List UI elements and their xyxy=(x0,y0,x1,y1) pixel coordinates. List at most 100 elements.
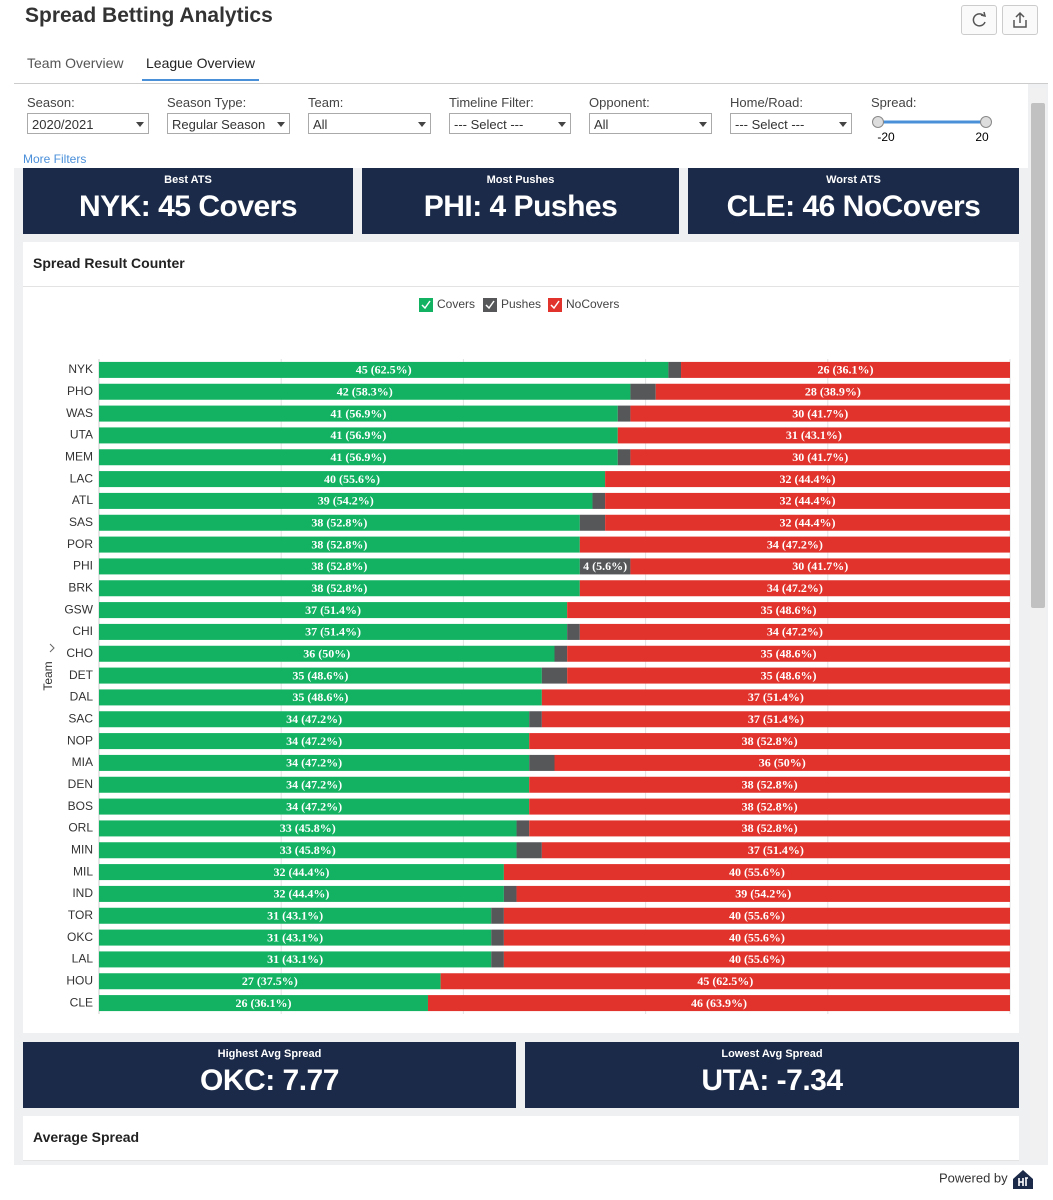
bar-segment xyxy=(99,842,517,859)
bar-segment xyxy=(99,951,492,968)
slider-max: 20 xyxy=(975,130,989,144)
bar-segment xyxy=(99,449,618,466)
bar-segment xyxy=(567,602,1010,619)
bar-segment xyxy=(579,536,1010,553)
bar-value-label: 37 (51.4%) xyxy=(748,843,804,857)
kpi-value: NYK: 45 Covers xyxy=(78,190,298,223)
bar-segment xyxy=(99,623,568,640)
icon-path xyxy=(980,11,987,18)
bar-value-label: 40 (55.6%) xyxy=(324,472,380,486)
bar-value-label: 32 (44.4%) xyxy=(780,472,836,486)
legend-swatch xyxy=(483,298,497,312)
bar-segment xyxy=(681,361,1010,378)
y-tick-label: PHI xyxy=(73,559,93,573)
bar-value-label: 26 (36.1%) xyxy=(818,363,874,377)
kpi-title: Lowest Avg Spread xyxy=(721,1048,823,1060)
refresh-button[interactable] xyxy=(961,5,997,35)
filter-select[interactable]: All xyxy=(308,113,431,134)
filter-select[interactable]: All xyxy=(589,113,712,134)
bar-value-label: 38 (52.8%) xyxy=(311,581,367,595)
bar-value-label: 38 (52.8%) xyxy=(311,537,367,551)
y-tick-label: SAS xyxy=(69,515,93,529)
filter-select[interactable]: --- Select --- xyxy=(449,113,571,134)
bar-value-label: 42 (58.3%) xyxy=(337,385,393,399)
chart-title: Spread Result Counter xyxy=(33,255,185,271)
bar-segment xyxy=(617,405,631,422)
bar-value-label: 41 (56.9%) xyxy=(330,428,386,442)
bar-segment xyxy=(630,405,1010,422)
bar-segment xyxy=(567,667,1010,684)
bar-segment xyxy=(491,951,504,968)
y-axis-title: Team xyxy=(41,661,55,690)
bar-segment xyxy=(503,929,1010,946)
y-tick-label: CLE xyxy=(70,995,93,1009)
bar-value-label: 38 (52.8%) xyxy=(311,559,367,573)
spread-slider[interactable]: -20 20 xyxy=(866,110,996,150)
bar-segment xyxy=(541,689,1010,706)
slider-handle[interactable] xyxy=(872,116,884,128)
more-filters-link[interactable]: More Filters xyxy=(23,152,87,166)
y-tick-label: DAL xyxy=(70,690,94,704)
bar-value-label: 26 (36.1%) xyxy=(235,996,291,1010)
bar-segment xyxy=(655,383,1010,400)
bar-value-label: 37 (51.4%) xyxy=(305,603,361,617)
bar-segment xyxy=(99,733,530,750)
share-icon xyxy=(1013,11,1027,28)
filter-label: Home/Road: xyxy=(730,95,803,110)
bar-segment xyxy=(99,711,530,728)
bar-value-label: 4 (5.6%) xyxy=(583,559,627,573)
tab[interactable]: Team Overview xyxy=(27,55,124,71)
bar-value-label: 39 (54.2%) xyxy=(318,494,374,508)
bar-segment xyxy=(99,973,441,990)
legend-swatch xyxy=(419,298,433,312)
bar-segment xyxy=(617,449,631,466)
y-tick-label: CHO xyxy=(66,646,93,660)
filter-select[interactable]: Regular Season xyxy=(167,113,290,134)
y-tick-label: DET xyxy=(69,668,94,682)
y-tick-label: IND xyxy=(72,886,93,900)
bar-value-label: 32 (44.4%) xyxy=(273,887,329,901)
bar-value-label: 31 (43.1%) xyxy=(267,909,323,923)
y-tick-label: ORL xyxy=(68,821,93,835)
scrollbar-thumb[interactable] xyxy=(1031,103,1045,608)
bar-segment xyxy=(605,471,1010,488)
icon-path xyxy=(972,13,986,27)
bar-value-label: 36 (50%) xyxy=(759,756,806,770)
refresh-icon xyxy=(972,11,987,27)
y-tick-label: LAC xyxy=(70,471,94,485)
filter-select[interactable]: 2020/2021 xyxy=(27,113,149,134)
bar-value-label: 41 (56.9%) xyxy=(330,450,386,464)
kpi-card: Highest Avg Spread OKC: 7.77 xyxy=(23,1042,516,1108)
logo-mark xyxy=(1018,1177,1029,1186)
bar-value-label: 35 (48.6%) xyxy=(292,668,348,682)
bar-segment xyxy=(99,820,517,837)
share-button[interactable] xyxy=(1002,5,1038,35)
bar-value-label: 34 (47.2%) xyxy=(767,537,823,551)
bar-value-label: 30 (41.7%) xyxy=(792,406,848,420)
bar-segment xyxy=(491,929,504,946)
bar-value-label: 34 (47.2%) xyxy=(286,756,342,770)
bar-segment xyxy=(529,754,555,771)
bar-value-label: 32 (44.4%) xyxy=(273,865,329,879)
tab-active[interactable]: League Overview xyxy=(142,55,259,81)
y-tick-label: GSW xyxy=(64,602,93,616)
bar-segment xyxy=(99,383,631,400)
bar-segment xyxy=(99,995,428,1012)
bar-value-label: 38 (52.8%) xyxy=(742,734,798,748)
bar-segment xyxy=(99,754,530,771)
bar-value-label: 38 (52.8%) xyxy=(742,778,798,792)
filter-select[interactable]: --- Select --- xyxy=(730,113,852,134)
bar-segment xyxy=(529,776,1010,793)
legend-label: NoCovers xyxy=(566,297,619,311)
bar-value-label: 28 (38.9%) xyxy=(805,385,861,399)
kpi-card: Best ATS NYK: 45 Covers xyxy=(23,168,353,234)
bar-value-label: 32 (44.4%) xyxy=(780,516,836,530)
bar-value-label: 31 (43.1%) xyxy=(267,952,323,966)
bar-segment xyxy=(99,558,580,575)
legend-swatch xyxy=(548,298,562,312)
bar-segment xyxy=(567,623,580,640)
y-tick-label: ATL xyxy=(72,493,93,507)
slider-handle[interactable] xyxy=(980,116,992,128)
bar-value-label: 31 (43.1%) xyxy=(267,930,323,944)
